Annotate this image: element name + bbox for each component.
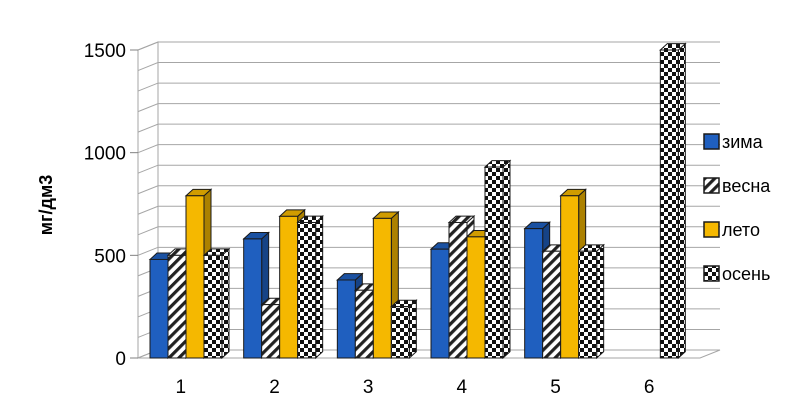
x-tick-label: 5 — [550, 377, 561, 398]
y-tick-label: 1500 — [84, 41, 126, 62]
bar — [202, 247, 231, 360]
legend: зима весна лето осень — [703, 132, 771, 284]
legend-label: осень — [722, 264, 770, 284]
gridline — [137, 185, 720, 195]
gridline — [137, 144, 720, 154]
x-tick-label: 1 — [176, 377, 187, 398]
legend-item: осень — [703, 264, 770, 284]
x-tick-label: 3 — [363, 377, 374, 398]
gridline — [137, 103, 720, 113]
y-axis-label: мг/дм3 — [36, 175, 56, 236]
gridline — [137, 82, 720, 92]
bar — [390, 299, 418, 360]
x-tick-label: 6 — [644, 377, 655, 398]
gridline — [137, 205, 720, 215]
gridline — [137, 62, 720, 71]
legend-label: лето — [722, 220, 760, 240]
bar — [659, 42, 687, 360]
y-tick-label: 500 — [94, 246, 126, 267]
legend-swatch — [703, 133, 720, 150]
legend-label: зима — [722, 132, 764, 152]
gridline — [137, 41, 720, 51]
gridline — [137, 164, 720, 174]
legend-swatch — [703, 265, 720, 282]
bar — [483, 159, 512, 360]
gridline — [137, 123, 720, 133]
y-tick-label: 0 — [115, 349, 126, 370]
gridline — [137, 226, 720, 236]
x-tick-label: 4 — [457, 377, 468, 398]
x-tick-label: 2 — [269, 377, 280, 398]
legend-item: весна — [703, 176, 771, 196]
legend-item: зима — [703, 132, 764, 152]
legend-swatch — [703, 177, 720, 194]
legend-label: весна — [722, 176, 771, 196]
bar — [577, 243, 605, 360]
legend-swatch — [703, 221, 720, 238]
y-tick-label: 1000 — [84, 144, 126, 165]
bar — [296, 214, 324, 360]
legend-item: лето — [703, 220, 760, 240]
